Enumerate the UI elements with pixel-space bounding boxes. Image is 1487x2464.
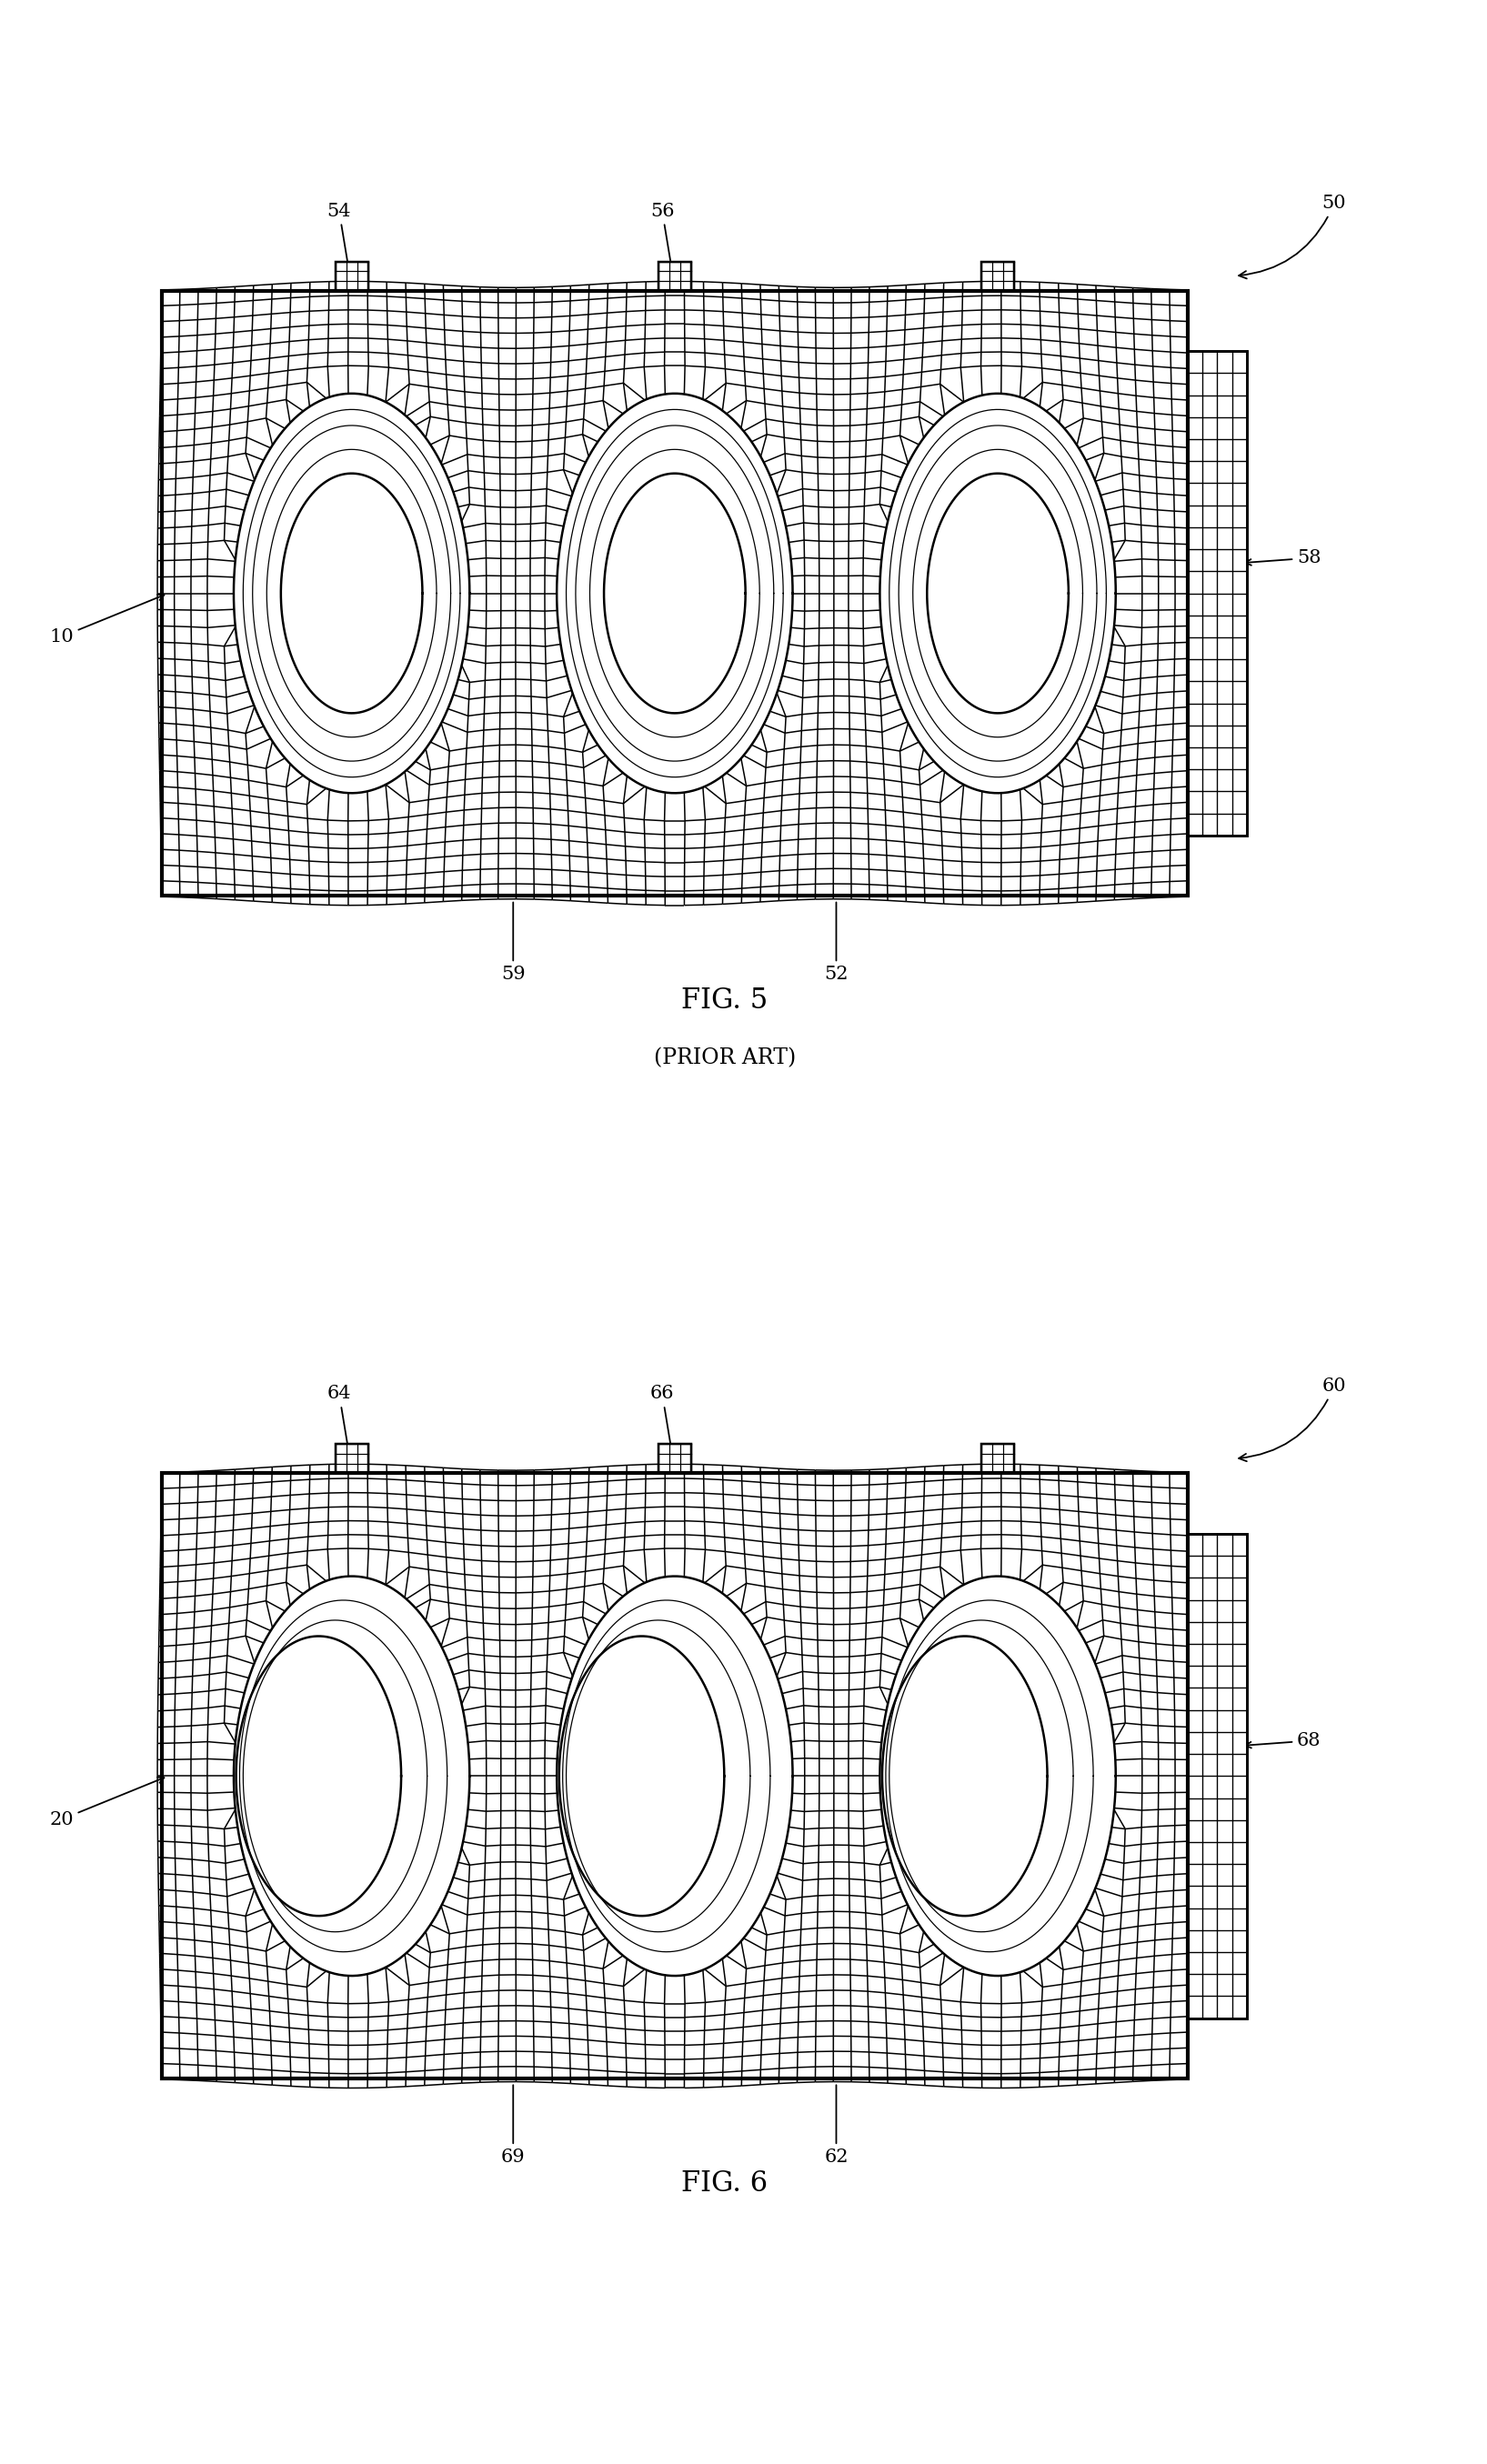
Bar (1188, 350, 1248, 835)
Polygon shape (604, 473, 745, 712)
Polygon shape (656, 394, 793, 793)
Text: FIG. 5: FIG. 5 (681, 986, 769, 1015)
Polygon shape (556, 394, 793, 793)
Text: (PRIOR ART): (PRIOR ART) (654, 1047, 796, 1069)
Text: 58: 58 (1245, 549, 1320, 567)
Text: 60: 60 (1239, 1377, 1346, 1461)
Bar (981, 261, 1014, 291)
Polygon shape (926, 473, 1069, 712)
Polygon shape (236, 1636, 401, 1917)
Bar (162, 1473, 1188, 2080)
Text: 66: 66 (650, 1385, 674, 1466)
Text: 56: 56 (650, 202, 674, 283)
Bar (659, 1444, 691, 1473)
Bar (1188, 1533, 1248, 2018)
Polygon shape (293, 1577, 470, 1976)
Bar (659, 261, 691, 291)
Polygon shape (233, 1577, 470, 1976)
Polygon shape (281, 473, 422, 712)
Text: FIG. 6: FIG. 6 (681, 2168, 767, 2198)
Bar (659, 1444, 691, 1473)
Bar (335, 1444, 369, 1473)
Text: 68: 68 (1245, 1732, 1320, 1749)
Text: 59: 59 (501, 902, 525, 983)
Bar (335, 261, 369, 291)
Polygon shape (880, 1577, 1115, 1976)
Text: 64: 64 (327, 1385, 351, 1466)
Bar (335, 1444, 369, 1473)
Text: 50: 50 (1239, 195, 1346, 278)
Bar (659, 261, 691, 291)
Bar (981, 1444, 1014, 1473)
Bar (162, 1473, 1188, 2080)
Text: 10: 10 (49, 594, 164, 646)
Bar (162, 291, 1188, 897)
Bar (981, 1444, 1014, 1473)
Polygon shape (559, 1636, 724, 1917)
Polygon shape (882, 1636, 1047, 1917)
Bar (981, 261, 1014, 291)
Polygon shape (940, 1577, 1115, 1976)
Polygon shape (880, 394, 1115, 793)
Polygon shape (556, 1577, 793, 1976)
Bar (1188, 1533, 1248, 2018)
Polygon shape (616, 1577, 793, 1976)
Text: 69: 69 (501, 2085, 525, 2166)
Text: 20: 20 (49, 1777, 164, 1828)
Bar (162, 291, 1188, 897)
Bar (1188, 350, 1248, 835)
Bar (335, 261, 369, 291)
Polygon shape (980, 394, 1115, 793)
Text: 52: 52 (824, 902, 848, 983)
Polygon shape (233, 394, 470, 793)
Polygon shape (333, 394, 470, 793)
Text: 54: 54 (327, 202, 351, 283)
Text: 62: 62 (824, 2085, 848, 2166)
